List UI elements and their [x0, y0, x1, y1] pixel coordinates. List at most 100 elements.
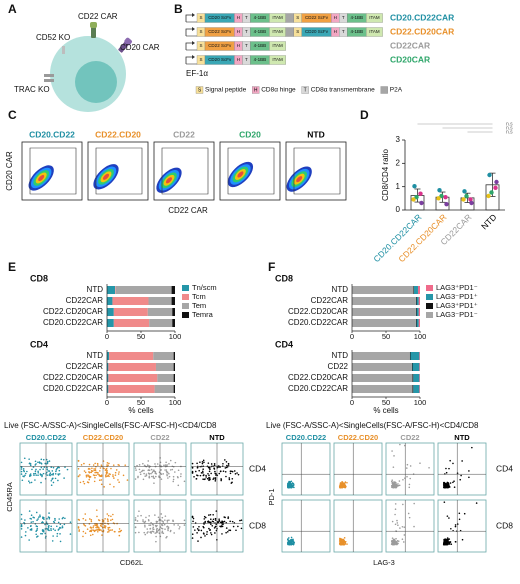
event-dot	[148, 476, 151, 479]
event-dot	[143, 464, 146, 467]
event-dot	[155, 475, 157, 478]
plot-title: NTD	[454, 433, 470, 442]
event-dot	[148, 515, 150, 517]
promoter-arrow	[185, 56, 192, 64]
event-dot	[147, 531, 149, 533]
legend-label: LAG3⁻PD1⁻	[436, 310, 478, 319]
event-dot	[136, 464, 138, 467]
legend-key: T	[304, 87, 307, 93]
flow-plot	[437, 499, 487, 553]
event-dot	[106, 531, 109, 533]
event-dot	[108, 526, 111, 529]
event-dot	[449, 459, 451, 462]
event-dot	[445, 483, 448, 486]
event-dot	[58, 518, 61, 520]
event-dot	[162, 520, 164, 523]
plot-frame	[285, 141, 347, 201]
promoter-arrow	[185, 42, 192, 50]
event-dot	[156, 520, 159, 523]
event-dot	[88, 518, 91, 520]
event-dot	[289, 485, 291, 487]
bar-segment	[412, 385, 414, 393]
event-dot	[163, 464, 165, 467]
event-dot	[199, 474, 202, 477]
event-dot	[339, 484, 342, 486]
flow-plot	[19, 442, 73, 496]
event-dot	[54, 517, 56, 520]
event-dot	[215, 473, 217, 475]
bar-segment	[148, 297, 172, 305]
bar-segment	[107, 308, 114, 316]
legend-swatch	[195, 86, 204, 94]
event-dot	[115, 469, 118, 471]
event-dot	[134, 478, 137, 480]
event-dot	[210, 533, 213, 536]
bar-segment	[107, 286, 116, 294]
event-dot	[28, 480, 30, 482]
event-dot	[402, 503, 404, 506]
event-dot	[118, 530, 120, 533]
event-dot	[172, 480, 175, 483]
event-dot	[45, 458, 48, 461]
event-dot	[95, 471, 98, 474]
event-dot	[342, 484, 345, 486]
construct-segment	[366, 27, 383, 37]
event-dot	[152, 526, 155, 529]
bar-segment	[107, 385, 109, 393]
event-dot	[206, 477, 209, 480]
plot-title: CD22	[173, 129, 195, 139]
event-dot	[34, 470, 37, 473]
event-dot	[156, 531, 159, 533]
event-dot	[231, 520, 234, 523]
category-label: CD20.CD22CAR	[288, 318, 348, 327]
event-dot	[196, 474, 199, 477]
event-dot	[444, 485, 446, 487]
plot-title: NTD	[307, 129, 324, 139]
segment-label: 4-1BB	[350, 29, 363, 34]
event-dot	[157, 516, 160, 519]
event-dot	[54, 473, 57, 475]
cell-label: CD22 CAR	[78, 12, 118, 21]
event-dot	[111, 518, 114, 521]
event-dot	[94, 468, 97, 470]
event-dot	[227, 462, 230, 465]
data-point	[486, 193, 491, 199]
event-dot	[88, 463, 91, 466]
event-dot	[100, 474, 103, 476]
event-dot	[448, 538, 451, 540]
event-dot	[344, 485, 347, 487]
event-dot	[136, 520, 139, 522]
event-dot	[164, 469, 166, 471]
event-dot	[52, 466, 55, 469]
event-dot	[28, 539, 30, 541]
event-dot	[20, 466, 23, 469]
cell-diagram: CD22 CAR CD52 KO CD20 CAR TRAC KO	[14, 12, 160, 112]
event-dot	[446, 537, 449, 539]
event-dot	[169, 469, 172, 471]
event-dot	[391, 482, 394, 485]
promoter-arrowhead	[192, 27, 195, 31]
event-dot	[292, 484, 295, 487]
chart-title: CD8	[275, 273, 293, 283]
x-tick-label: 100	[414, 398, 427, 407]
flow-plot	[76, 499, 130, 553]
event-dot	[212, 513, 214, 516]
bar-segment	[352, 352, 410, 360]
event-dot	[290, 540, 292, 543]
construct: S CD22 ScFv H T 4-1BB ITAM S CD20 ScFv H T 4-1BB IT…	[185, 26, 454, 37]
category-label: CD22CAR	[66, 296, 104, 305]
event-dot	[167, 529, 169, 532]
event-dot	[40, 481, 42, 484]
event-dot	[20, 513, 23, 516]
event-dot	[118, 471, 120, 473]
event-dot	[139, 473, 142, 476]
legend-swatch	[182, 285, 189, 291]
event-dot	[458, 518, 461, 521]
event-dot	[228, 478, 231, 481]
density-contour	[38, 174, 45, 181]
event-dot	[64, 466, 66, 468]
event-dot	[204, 535, 206, 537]
event-dot	[41, 532, 44, 535]
event-dot	[50, 466, 53, 469]
x-tick-label: NTD	[479, 212, 498, 231]
